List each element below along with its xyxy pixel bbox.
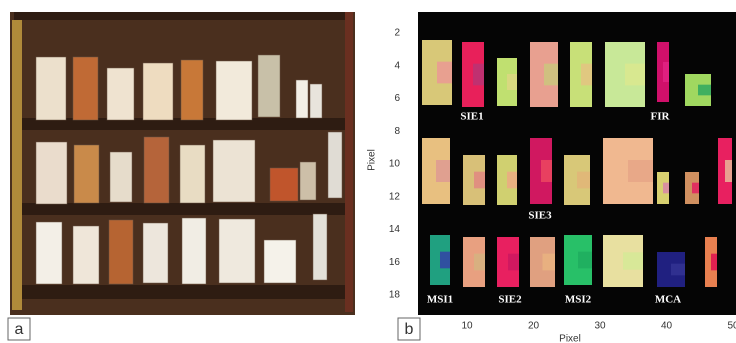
sample bbox=[143, 63, 173, 120]
pixel-block-patch bbox=[578, 252, 592, 269]
pixel-block-patch bbox=[474, 172, 485, 189]
sample bbox=[270, 168, 298, 201]
y-tick-label: 2 bbox=[394, 28, 400, 39]
x-axis-label: Pixel bbox=[559, 334, 581, 343]
sample bbox=[264, 240, 296, 283]
x-tick-label: 10 bbox=[461, 321, 473, 332]
region-label: MSI2 bbox=[565, 294, 592, 306]
region-label: MSI1 bbox=[427, 294, 453, 306]
pixel-block-patch bbox=[671, 264, 685, 276]
panel-label: b bbox=[405, 321, 414, 338]
pixel-block-patch bbox=[577, 172, 590, 189]
y-tick-label: 6 bbox=[394, 93, 400, 104]
sample bbox=[180, 145, 205, 203]
sample bbox=[181, 60, 203, 120]
sample bbox=[73, 57, 98, 120]
pixel-block-patch bbox=[725, 160, 732, 182]
pixel-block-patch bbox=[698, 85, 711, 96]
pixel-block-patch bbox=[625, 64, 645, 86]
sample bbox=[143, 223, 168, 283]
pixel-block-patch bbox=[507, 74, 517, 90]
x-tick-label: 40 bbox=[661, 321, 673, 332]
sample bbox=[36, 222, 62, 284]
sample bbox=[36, 57, 66, 120]
y-tick-label: 12 bbox=[389, 191, 401, 202]
y-axis-label: Pixel bbox=[367, 149, 378, 171]
pixel-block-patch bbox=[663, 62, 669, 82]
sample bbox=[73, 226, 99, 284]
sample bbox=[144, 137, 169, 203]
pixel-block-patch bbox=[474, 254, 485, 271]
sample bbox=[258, 55, 280, 117]
region-label: MCA bbox=[655, 294, 681, 306]
shelf bbox=[14, 12, 352, 20]
x-tick-label: 50 bbox=[727, 321, 736, 332]
pixel-block-patch bbox=[623, 252, 643, 269]
sample bbox=[107, 68, 134, 120]
x-tick-label: 20 bbox=[528, 321, 540, 332]
pixel-block-patch bbox=[663, 183, 669, 194]
y-tick-label: 4 bbox=[394, 60, 400, 71]
pixel-block-patch bbox=[541, 160, 552, 182]
side-post bbox=[12, 20, 22, 310]
pixel-block-patch bbox=[543, 254, 556, 271]
shelf bbox=[14, 285, 352, 299]
region-label: SIE2 bbox=[498, 294, 522, 306]
y-tick-label: 8 bbox=[394, 126, 400, 137]
sample bbox=[110, 152, 132, 202]
sample bbox=[182, 218, 206, 284]
x-tick-label: 30 bbox=[594, 321, 606, 332]
sample bbox=[313, 214, 327, 280]
side-post bbox=[345, 12, 353, 312]
sample bbox=[328, 132, 342, 198]
sample bbox=[300, 162, 316, 200]
pixel-block-patch bbox=[440, 252, 450, 269]
pixel-block-patch bbox=[544, 64, 558, 86]
sample bbox=[310, 84, 322, 118]
sample bbox=[296, 80, 308, 118]
region-label: FIR bbox=[651, 111, 671, 123]
pixel-block-patch bbox=[473, 64, 484, 86]
pixel-block-patch bbox=[508, 254, 519, 271]
sample bbox=[109, 220, 133, 284]
pixel-block-patch bbox=[507, 172, 517, 189]
sample bbox=[74, 145, 99, 203]
y-tick-label: 18 bbox=[389, 290, 401, 301]
y-tick-label: 10 bbox=[389, 159, 401, 170]
pixel-block-patch bbox=[692, 183, 699, 194]
pixel-block-patch bbox=[581, 64, 592, 86]
sample bbox=[219, 219, 255, 283]
sample bbox=[213, 140, 255, 202]
y-tick-label: 16 bbox=[389, 257, 401, 268]
sample bbox=[36, 142, 67, 204]
figure: a b Pixel Pixel 2 4 6 8 10 12 14 16 18 10 20 30 40 50… bbox=[0, 0, 736, 343]
pixel-block-patch bbox=[437, 62, 452, 84]
pixel-block-patch bbox=[628, 160, 653, 182]
region-label: SIE3 bbox=[528, 210, 552, 222]
pixel-block-patch bbox=[436, 160, 450, 182]
pixel-block-patch bbox=[711, 254, 717, 271]
panel-label: a bbox=[15, 321, 24, 338]
region-label: SIE1 bbox=[460, 111, 483, 123]
sample bbox=[216, 61, 252, 120]
y-tick-label: 14 bbox=[389, 224, 401, 235]
shelf bbox=[14, 203, 352, 215]
